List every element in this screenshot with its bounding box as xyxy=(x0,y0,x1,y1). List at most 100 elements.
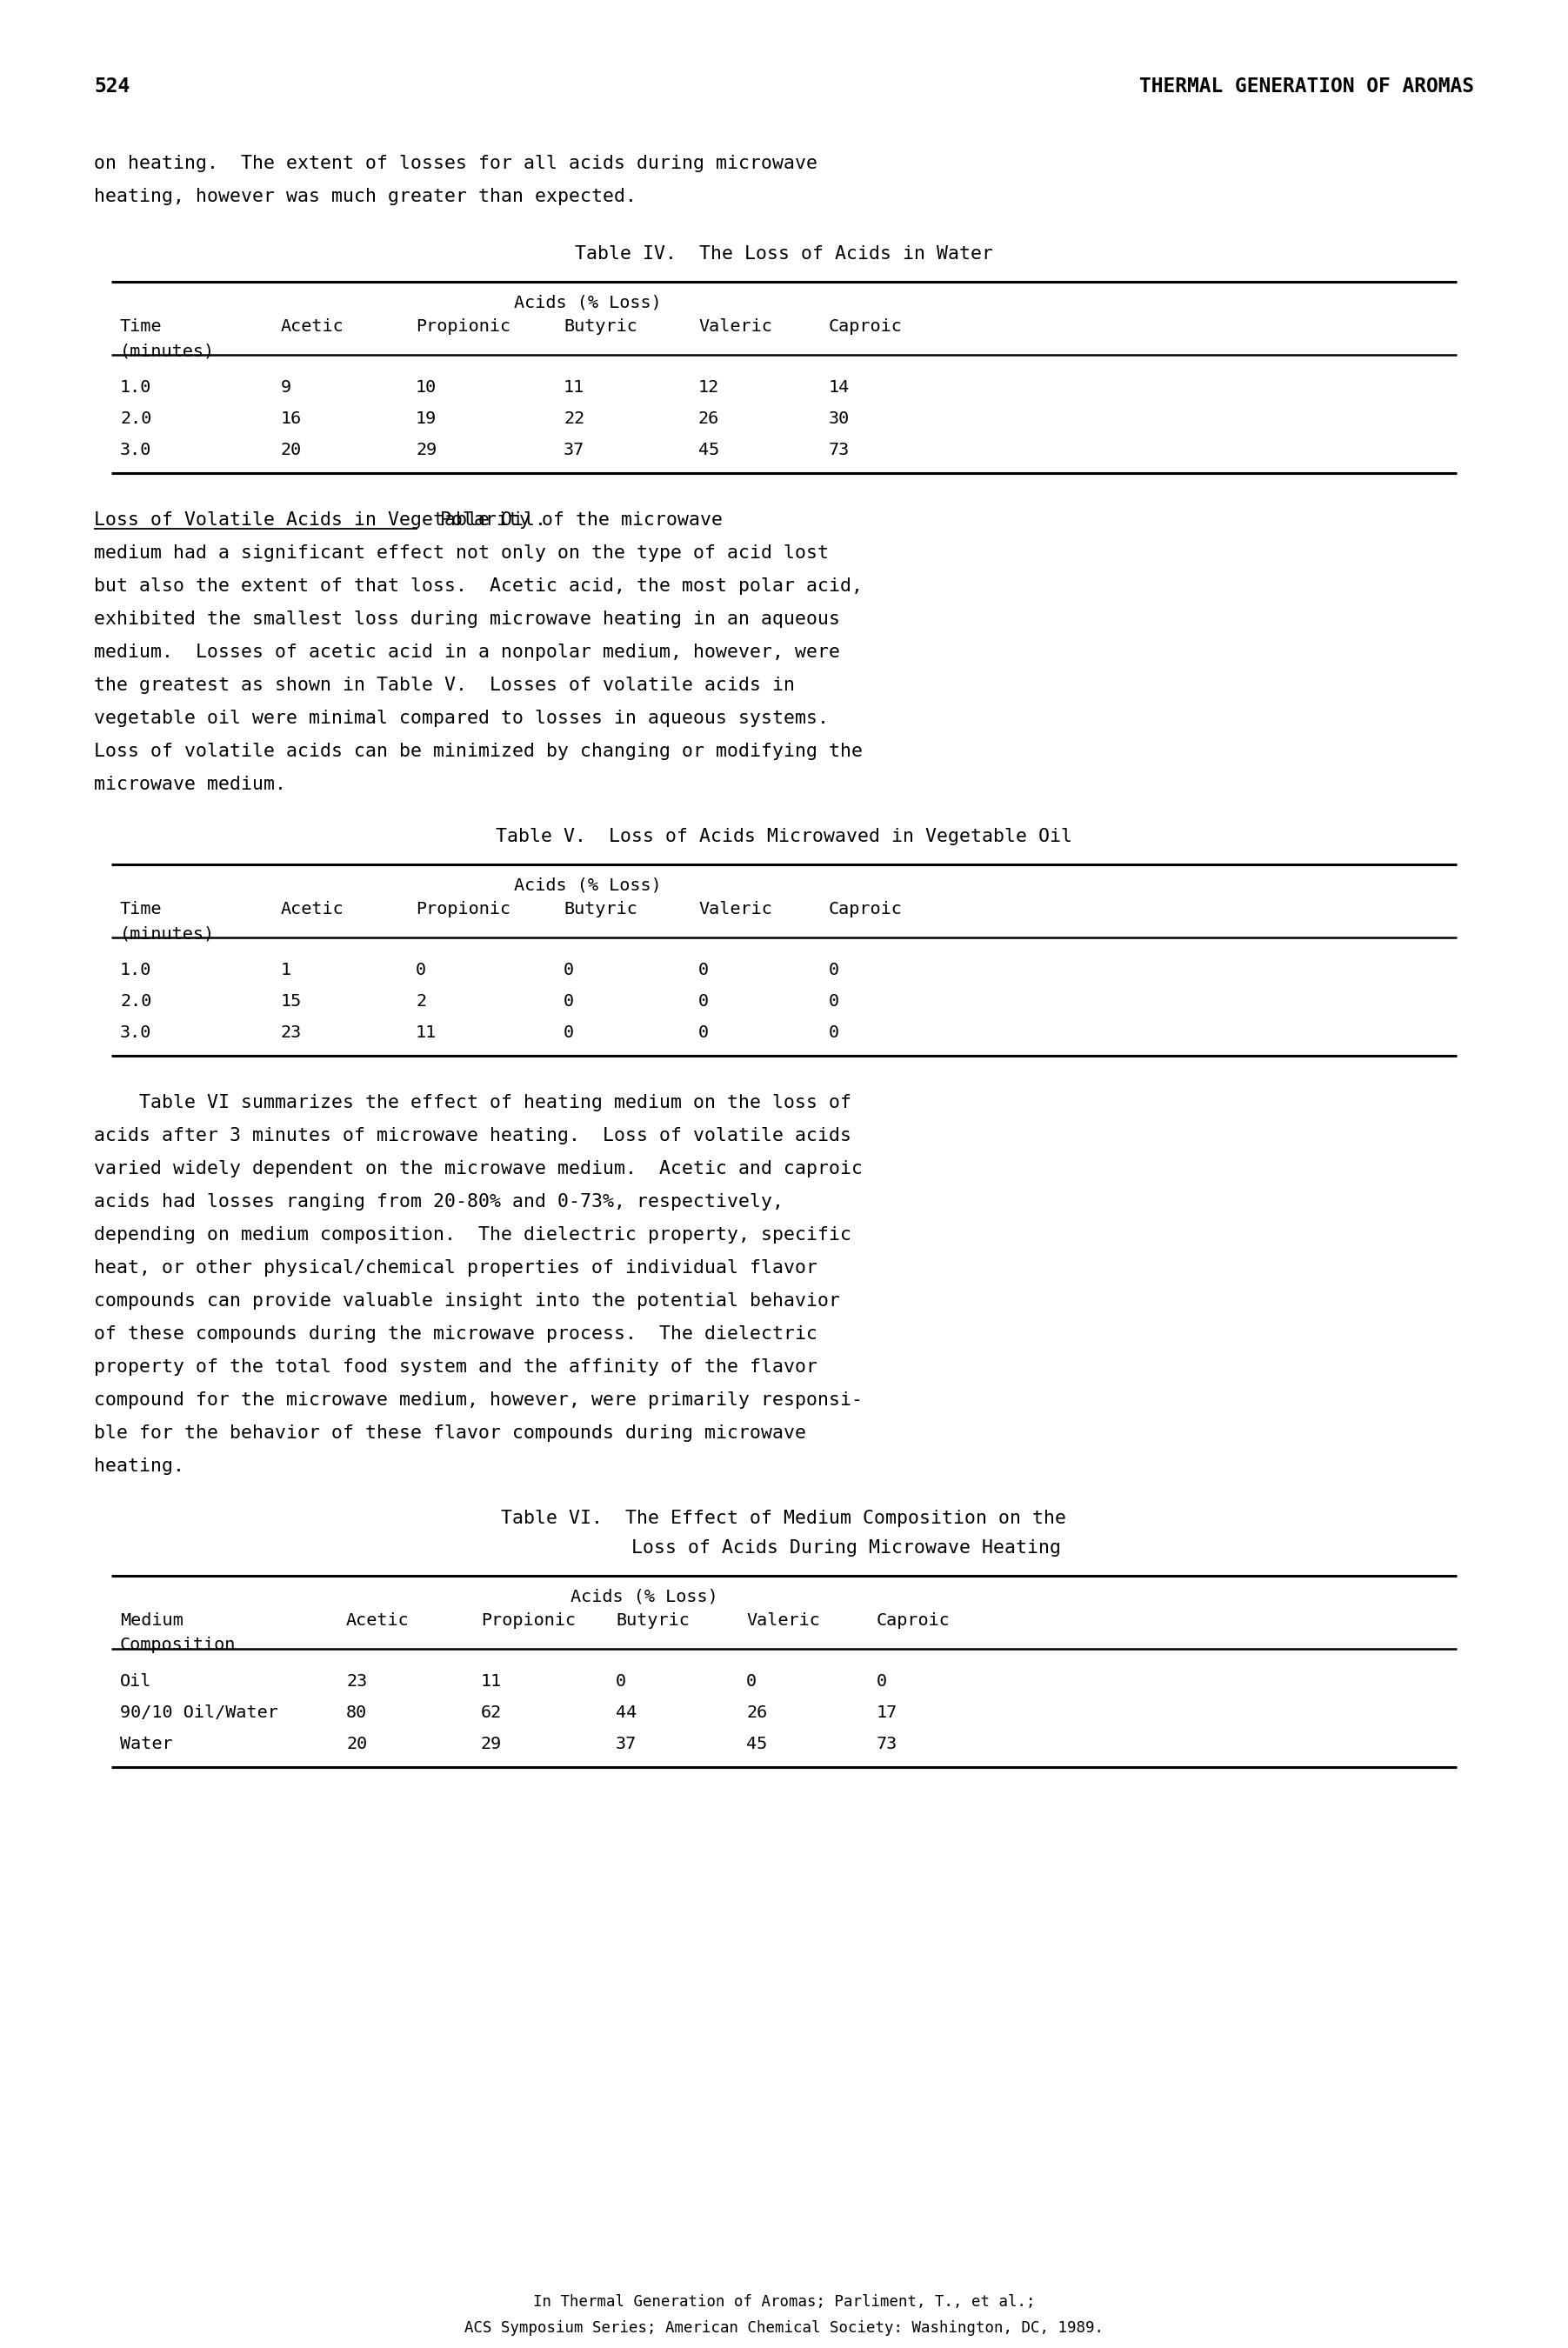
Text: compound for the microwave medium, however, were primarily responsi-: compound for the microwave medium, howev… xyxy=(94,1392,862,1409)
Text: heat, or other physical/chemical properties of individual flavor: heat, or other physical/chemical propert… xyxy=(94,1259,817,1277)
Text: 12: 12 xyxy=(698,378,720,397)
Text: property of the total food system and the affinity of the flavor: property of the total food system and th… xyxy=(94,1359,817,1376)
Text: vegetable oil were minimal compared to losses in aqueous systems.: vegetable oil were minimal compared to l… xyxy=(94,709,829,728)
Text: Loss of Volatile Acids in Vegetable Oil.: Loss of Volatile Acids in Vegetable Oil. xyxy=(94,512,546,528)
Text: 26: 26 xyxy=(746,1705,767,1721)
Text: 45: 45 xyxy=(746,1735,767,1752)
Text: microwave medium.: microwave medium. xyxy=(94,775,285,794)
Text: 20: 20 xyxy=(281,441,303,458)
Text: Acetic: Acetic xyxy=(281,319,343,336)
Text: 16: 16 xyxy=(281,411,303,427)
Text: 0: 0 xyxy=(563,993,574,1010)
Text: but also the extent of that loss.  Acetic acid, the most polar acid,: but also the extent of that loss. Acetic… xyxy=(94,578,862,594)
Text: Butyric: Butyric xyxy=(563,319,637,336)
Text: heating, however was much greater than expected.: heating, however was much greater than e… xyxy=(94,188,637,204)
Text: 37: 37 xyxy=(616,1735,637,1752)
Text: ble for the behavior of these flavor compounds during microwave: ble for the behavior of these flavor com… xyxy=(94,1425,806,1442)
Text: 0: 0 xyxy=(563,1024,574,1040)
Text: 90/10 Oil/Water: 90/10 Oil/Water xyxy=(121,1705,278,1721)
Text: 9: 9 xyxy=(281,378,292,397)
Text: (minutes): (minutes) xyxy=(121,925,215,942)
Text: 80: 80 xyxy=(347,1705,367,1721)
Text: 11: 11 xyxy=(481,1674,502,1691)
Text: Acids (% Loss): Acids (% Loss) xyxy=(514,876,662,892)
Text: 11: 11 xyxy=(416,1024,437,1040)
Text: 30: 30 xyxy=(829,411,850,427)
Text: 17: 17 xyxy=(877,1705,898,1721)
Text: of these compounds during the microwave process.  The dielectric: of these compounds during the microwave … xyxy=(94,1324,817,1343)
Text: Butyric: Butyric xyxy=(616,1613,690,1630)
Text: Butyric: Butyric xyxy=(563,902,637,918)
Text: 1.0: 1.0 xyxy=(121,378,152,397)
Text: 73: 73 xyxy=(877,1735,898,1752)
Text: Loss of volatile acids can be minimized by changing or modifying the: Loss of volatile acids can be minimized … xyxy=(94,742,862,761)
Text: 0: 0 xyxy=(829,993,839,1010)
Text: depending on medium composition.  The dielectric property, specific: depending on medium composition. The die… xyxy=(94,1226,851,1244)
Text: medium had a significant effect not only on the type of acid lost: medium had a significant effect not only… xyxy=(94,545,829,561)
Text: Caproic: Caproic xyxy=(829,902,903,918)
Text: (minutes): (minutes) xyxy=(121,343,215,359)
Text: 15: 15 xyxy=(281,993,303,1010)
Text: 3.0: 3.0 xyxy=(121,441,152,458)
Text: Acetic: Acetic xyxy=(281,902,343,918)
Text: 26: 26 xyxy=(698,411,720,427)
Text: 1.0: 1.0 xyxy=(121,963,152,979)
Text: Table IV.  The Loss of Acids in Water: Table IV. The Loss of Acids in Water xyxy=(575,244,993,263)
Text: Propionic: Propionic xyxy=(416,319,511,336)
Text: 524: 524 xyxy=(94,77,130,96)
Text: 37: 37 xyxy=(563,441,585,458)
Text: compounds can provide valuable insight into the potential behavior: compounds can provide valuable insight i… xyxy=(94,1291,840,1310)
Text: THERMAL GENERATION OF AROMAS: THERMAL GENERATION OF AROMAS xyxy=(1140,77,1474,96)
Text: ACS Symposium Series; American Chemical Society: Washington, DC, 1989.: ACS Symposium Series; American Chemical … xyxy=(464,2320,1104,2336)
Text: Propionic: Propionic xyxy=(416,902,511,918)
Text: 0: 0 xyxy=(616,1674,626,1691)
Text: 11: 11 xyxy=(563,378,585,397)
Text: Acids (% Loss): Acids (% Loss) xyxy=(571,1587,718,1604)
Text: 20: 20 xyxy=(347,1735,367,1752)
Text: on heating.  The extent of losses for all acids during microwave: on heating. The extent of losses for all… xyxy=(94,155,817,171)
Text: Valeric: Valeric xyxy=(698,902,771,918)
Text: Caproic: Caproic xyxy=(829,319,903,336)
Text: varied widely dependent on the microwave medium.  Acetic and caproic: varied widely dependent on the microwave… xyxy=(94,1160,862,1176)
Text: 3.0: 3.0 xyxy=(121,1024,152,1040)
Text: heating.: heating. xyxy=(94,1458,185,1475)
Text: 2.0: 2.0 xyxy=(121,993,152,1010)
Text: Table V.  Loss of Acids Microwaved in Vegetable Oil: Table V. Loss of Acids Microwaved in Veg… xyxy=(495,829,1073,845)
Text: Valeric: Valeric xyxy=(746,1613,820,1630)
Text: 45: 45 xyxy=(698,441,720,458)
Text: 2.0: 2.0 xyxy=(121,411,152,427)
Text: Acetic: Acetic xyxy=(347,1613,409,1630)
Text: 73: 73 xyxy=(829,441,850,458)
Text: 2: 2 xyxy=(416,993,426,1010)
Text: acids after 3 minutes of microwave heating.  Loss of volatile acids: acids after 3 minutes of microwave heati… xyxy=(94,1127,851,1143)
Text: 44: 44 xyxy=(616,1705,637,1721)
Text: Propionic: Propionic xyxy=(481,1613,575,1630)
Text: Medium: Medium xyxy=(121,1613,183,1630)
Text: Polarity of the microwave: Polarity of the microwave xyxy=(417,512,723,528)
Text: Oil: Oil xyxy=(121,1674,152,1691)
Text: 22: 22 xyxy=(563,411,585,427)
Text: 0: 0 xyxy=(829,1024,839,1040)
Text: 0: 0 xyxy=(563,963,574,979)
Text: Time: Time xyxy=(121,319,162,336)
Text: 0: 0 xyxy=(829,963,839,979)
Text: 0: 0 xyxy=(416,963,426,979)
Text: 0: 0 xyxy=(698,993,709,1010)
Text: Acids (% Loss): Acids (% Loss) xyxy=(514,294,662,310)
Text: Valeric: Valeric xyxy=(698,319,771,336)
Text: 1: 1 xyxy=(281,963,292,979)
Text: Caproic: Caproic xyxy=(877,1613,950,1630)
Text: 19: 19 xyxy=(416,411,437,427)
Text: In Thermal Generation of Aromas; Parliment, T., et al.;: In Thermal Generation of Aromas; Parlime… xyxy=(533,2294,1035,2310)
Text: Composition: Composition xyxy=(121,1637,237,1653)
Text: Time: Time xyxy=(121,902,162,918)
Text: Table VI.  The Effect of Medium Composition on the: Table VI. The Effect of Medium Compositi… xyxy=(502,1510,1066,1526)
Text: Water: Water xyxy=(121,1735,172,1752)
Text: the greatest as shown in Table V.  Losses of volatile acids in: the greatest as shown in Table V. Losses… xyxy=(94,676,795,695)
Text: 0: 0 xyxy=(877,1674,887,1691)
Text: Table VI summarizes the effect of heating medium on the loss of: Table VI summarizes the effect of heatin… xyxy=(94,1094,851,1111)
Text: acids had losses ranging from 20-80% and 0-73%, respectively,: acids had losses ranging from 20-80% and… xyxy=(94,1193,784,1212)
Text: 0: 0 xyxy=(698,1024,709,1040)
Text: 0: 0 xyxy=(698,963,709,979)
Text: 29: 29 xyxy=(416,441,437,458)
